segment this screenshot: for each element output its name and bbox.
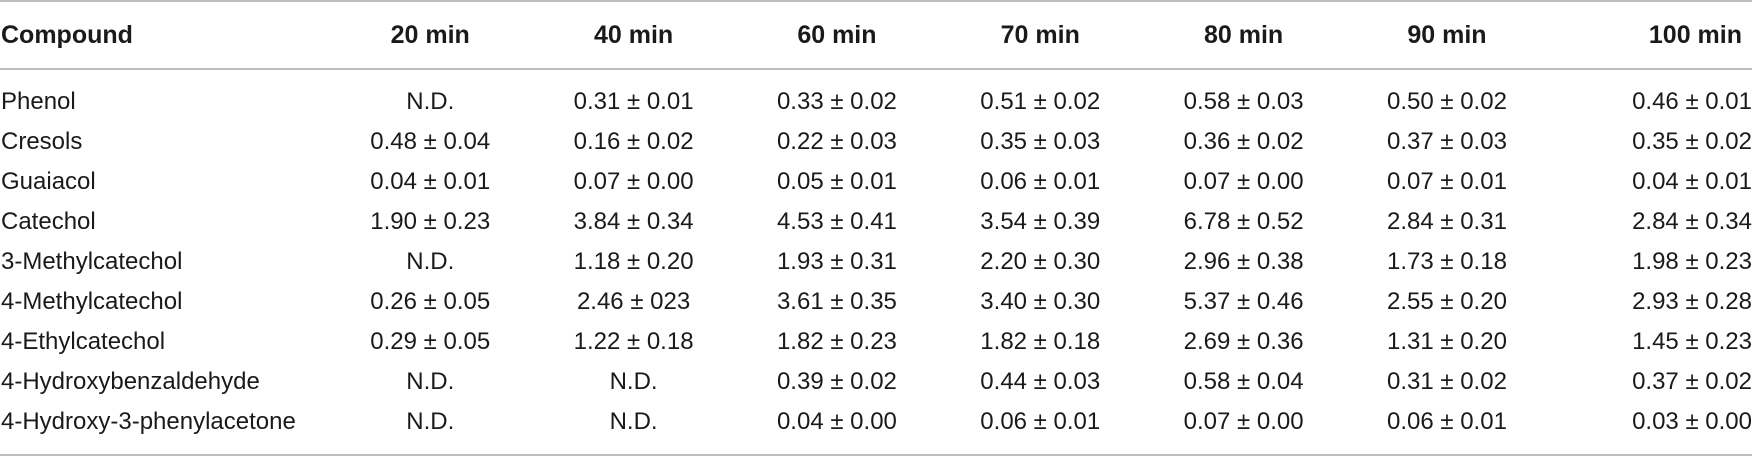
table-cell: 0.50 ± 0.02 bbox=[1386, 88, 1507, 115]
table-cell: 0.07 ± 0.00 bbox=[1183, 408, 1304, 435]
header-20-min: 20 min bbox=[390, 20, 470, 49]
table-row: 4-Hydroxy-3-phenylacetone N.D. N.D. 0.04… bbox=[0, 402, 1752, 442]
table-cell: N.D. bbox=[609, 408, 658, 435]
compound-name: 4-Ethylcatechol bbox=[1, 328, 166, 355]
table-cell: N.D. bbox=[609, 368, 658, 395]
table-cell: 0.37 ± 0.03 bbox=[1386, 128, 1507, 155]
table-cell: 0.05 ± 0.01 bbox=[776, 168, 897, 195]
table-cell: 0.06 ± 0.01 bbox=[1386, 408, 1507, 435]
compound-name: Phenol bbox=[1, 88, 76, 115]
table-cell: 3.84 ± 0.34 bbox=[573, 208, 694, 235]
table-row: 4-Hydroxybenzaldehyde N.D. N.D. 0.39 ± 0… bbox=[0, 362, 1752, 402]
table-cell: 4.53 ± 0.41 bbox=[776, 208, 897, 235]
table-cell: N.D. bbox=[406, 368, 455, 395]
table-cell: 2.69 ± 0.36 bbox=[1183, 328, 1304, 355]
table-cell: 1.31 ± 0.20 bbox=[1386, 328, 1507, 355]
table-cell: 0.58 ± 0.04 bbox=[1183, 368, 1304, 395]
compound-table: Compound 20 min 40 min 60 min 70 min 80 … bbox=[0, 0, 1752, 442]
table-cell: 0.44 ± 0.03 bbox=[980, 368, 1101, 395]
table-row: 3-Methylcatechol N.D. 1.18 ± 0.20 1.93 ±… bbox=[0, 242, 1752, 282]
table-cell: 0.35 ± 0.03 bbox=[980, 128, 1101, 155]
table-row: 4-Ethylcatechol 0.29 ± 0.05 1.22 ± 0.18 … bbox=[0, 322, 1752, 362]
table-cell: 2.20 ± 0.30 bbox=[980, 248, 1101, 275]
table-cell: 0.04 ± 0.01 bbox=[370, 168, 491, 195]
table-cell: 1.93 ± 0.31 bbox=[776, 248, 897, 275]
table-cell: 1.45 ± 0.23 bbox=[1632, 328, 1752, 355]
table-cell: N.D. bbox=[406, 408, 455, 435]
header-90-min: 90 min bbox=[1407, 20, 1487, 49]
table-cell: 2.84 ± 0.34 bbox=[1632, 208, 1752, 235]
table-cell: 0.51 ± 0.02 bbox=[980, 88, 1101, 115]
table-cell: 0.06 ± 0.01 bbox=[980, 408, 1101, 435]
table-cell: 6.78 ± 0.52 bbox=[1183, 208, 1304, 235]
table-cell: 1.90 ± 0.23 bbox=[370, 208, 491, 235]
compound-name: Catechol bbox=[1, 208, 96, 235]
table-cell: 0.07 ± 0.00 bbox=[573, 168, 694, 195]
header-100-min: 100 min bbox=[1648, 20, 1742, 49]
compound-name: Guaiacol bbox=[1, 168, 96, 195]
table-cell: 0.07 ± 0.01 bbox=[1386, 168, 1507, 195]
compound-name: 4-Methylcatechol bbox=[1, 288, 183, 315]
table-cell: 1.18 ± 0.20 bbox=[573, 248, 694, 275]
table-cell: 0.33 ± 0.02 bbox=[776, 88, 897, 115]
table-cell: 3.61 ± 0.35 bbox=[776, 288, 897, 315]
table-cell: 0.07 ± 0.00 bbox=[1183, 168, 1304, 195]
table-row: 4-Methylcatechol 0.26 ± 0.05 2.46 ± 023 … bbox=[0, 282, 1752, 322]
top-rule bbox=[0, 0, 1752, 2]
header-70-min: 70 min bbox=[1000, 20, 1080, 49]
table-cell: 1.82 ± 0.23 bbox=[776, 328, 897, 355]
table-cell: N.D. bbox=[406, 88, 455, 115]
compound-name: Cresols bbox=[1, 128, 83, 155]
table-cell: 2.55 ± 0.20 bbox=[1386, 288, 1507, 315]
compound-name: 4-Hydroxybenzaldehyde bbox=[1, 368, 260, 395]
table-cell: 2.84 ± 0.31 bbox=[1386, 208, 1507, 235]
compound-name: 4-Hydroxy-3-phenylacetone bbox=[1, 408, 296, 435]
header-rule bbox=[0, 68, 1752, 70]
table-row: Guaiacol 0.04 ± 0.01 0.07 ± 0.00 0.05 ± … bbox=[0, 162, 1752, 202]
table-cell: 0.31 ± 0.02 bbox=[1386, 368, 1507, 395]
table-cell: 0.04 ± 0.00 bbox=[776, 408, 897, 435]
table-row: Phenol N.D. 0.31 ± 0.01 0.33 ± 0.02 0.51… bbox=[0, 68, 1752, 122]
header-row: Compound 20 min 40 min 60 min 70 min 80 … bbox=[0, 0, 1752, 68]
header-60-min: 60 min bbox=[797, 20, 877, 49]
table-row: Cresols 0.48 ± 0.04 0.16 ± 0.02 0.22 ± 0… bbox=[0, 122, 1752, 162]
table-cell: 0.48 ± 0.04 bbox=[370, 128, 491, 155]
table-cell: 1.82 ± 0.18 bbox=[980, 328, 1101, 355]
table-cell: 0.36 ± 0.02 bbox=[1183, 128, 1304, 155]
bottom-rule bbox=[0, 454, 1752, 456]
header-compound: Compound bbox=[1, 20, 133, 49]
table-cell: 0.22 ± 0.03 bbox=[776, 128, 897, 155]
table-cell: N.D. bbox=[406, 248, 455, 275]
table-cell: 0.31 ± 0.01 bbox=[573, 88, 694, 115]
table-cell: 0.46 ± 0.01 bbox=[1632, 88, 1752, 115]
compound-name: 3-Methylcatechol bbox=[1, 248, 183, 275]
table-cell: 1.98 ± 0.23 bbox=[1632, 248, 1752, 275]
header-40-min: 40 min bbox=[593, 20, 674, 49]
table-cell: 0.37 ± 0.02 bbox=[1632, 368, 1752, 395]
table-cell: 0.35 ± 0.02 bbox=[1632, 128, 1752, 155]
table-cell: 1.73 ± 0.18 bbox=[1386, 248, 1507, 275]
table-cell: 0.39 ± 0.02 bbox=[776, 368, 897, 395]
table-cell: 2.46 ± 023 bbox=[576, 288, 691, 315]
table-cell: 0.16 ± 0.02 bbox=[573, 128, 694, 155]
table-cell: 3.54 ± 0.39 bbox=[980, 208, 1101, 235]
table-row: Catechol 1.90 ± 0.23 3.84 ± 0.34 4.53 ± … bbox=[0, 202, 1752, 242]
table-cell: 0.58 ± 0.03 bbox=[1183, 88, 1304, 115]
header-80-min: 80 min bbox=[1204, 20, 1284, 49]
table-cell: 0.04 ± 0.01 bbox=[1632, 168, 1752, 195]
table-cell: 5.37 ± 0.46 bbox=[1183, 288, 1304, 315]
table-cell: 2.96 ± 0.38 bbox=[1183, 248, 1304, 275]
table-cell: 0.26 ± 0.05 bbox=[370, 288, 491, 315]
table-cell: 1.22 ± 0.18 bbox=[573, 328, 694, 355]
table-cell: 0.03 ± 0.00 bbox=[1632, 408, 1752, 435]
table-cell: 0.06 ± 0.01 bbox=[980, 168, 1101, 195]
table-cell: 3.40 ± 0.30 bbox=[980, 288, 1101, 315]
table-cell: 2.93 ± 0.28 bbox=[1632, 288, 1752, 315]
table-cell: 0.29 ± 0.05 bbox=[370, 328, 491, 355]
